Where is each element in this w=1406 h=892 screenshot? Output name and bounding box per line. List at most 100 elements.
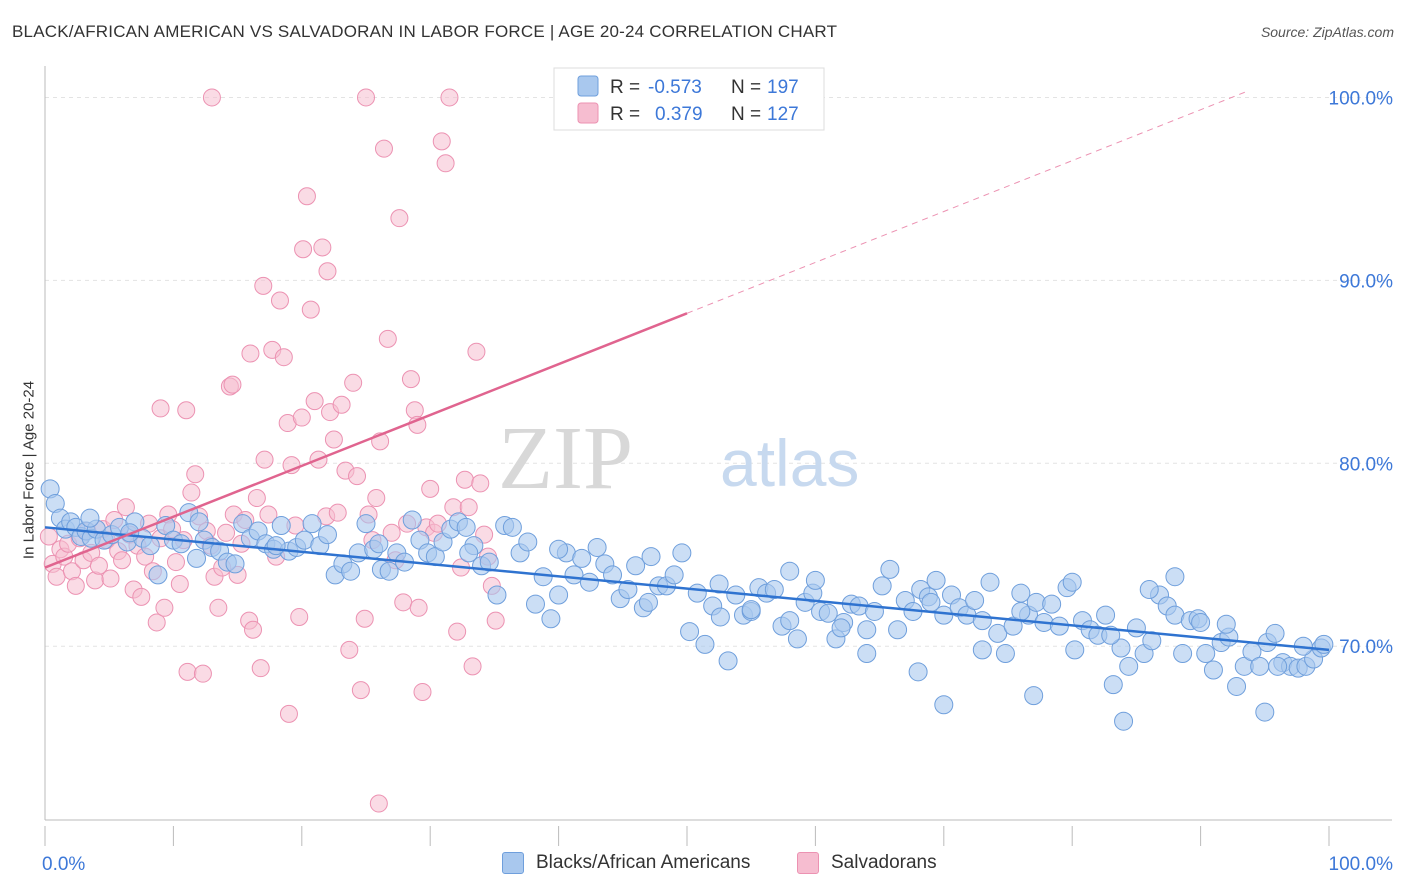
salvadorans-trend-extension	[686, 91, 1246, 314]
legend-r-label-pink: R =	[610, 104, 640, 125]
salvadoran-point	[132, 587, 151, 606]
salvadoran-point	[274, 348, 293, 367]
black-american-point	[1114, 711, 1134, 731]
black-american-point	[988, 623, 1008, 643]
black-american-point	[980, 572, 1000, 592]
black-american-point	[1227, 676, 1247, 696]
salvadoran-point	[178, 662, 197, 681]
black-american-point	[1096, 605, 1116, 625]
black-american-point	[549, 539, 569, 559]
legend-box: R = -0.573 N = 197 R = 0.379 N = 127	[553, 67, 825, 131]
black-american-point	[541, 609, 561, 629]
salvadoran-point	[374, 139, 393, 158]
black-american-point	[805, 570, 825, 590]
blacks-points	[40, 479, 1334, 731]
salvadoran-point	[436, 154, 455, 173]
salvadoran-point	[151, 399, 170, 418]
black-american-point	[1250, 656, 1270, 676]
bottom-legend-item-blacks: Blacks/African Americans	[502, 852, 750, 874]
legend-r-value-blue: -0.573	[648, 77, 702, 98]
salvadoran-point	[471, 474, 490, 493]
legend-n-value-blue: 197	[767, 77, 799, 98]
y-tick-label: 70.0%	[1339, 637, 1393, 658]
black-american-point	[525, 594, 545, 614]
salvadoran-point	[332, 395, 351, 414]
salvadoran-point	[147, 613, 166, 632]
salvadoran-point	[66, 576, 85, 595]
black-american-point	[1191, 612, 1211, 632]
black-american-point	[934, 695, 954, 715]
black-american-point	[369, 534, 389, 554]
salvadoran-point	[155, 598, 174, 617]
salvadoran-point	[305, 392, 324, 411]
black-american-point	[1003, 616, 1023, 636]
black-american-point	[317, 525, 337, 545]
black-american-point	[710, 607, 730, 627]
bottom-legend-label-blacks: Blacks/African Americans	[536, 852, 751, 873]
legend-swatch-pink	[577, 102, 599, 124]
salvadoran-point	[209, 598, 228, 617]
bottom-legend-swatch-blue	[502, 852, 524, 874]
black-american-point	[302, 514, 322, 534]
black-american-point	[1042, 594, 1062, 614]
black-american-point	[225, 554, 245, 574]
salvadoran-point	[413, 682, 432, 701]
black-american-point	[80, 508, 100, 528]
salvadoran-point	[448, 622, 467, 641]
black-american-point	[603, 565, 623, 585]
salvadoran-point	[202, 88, 221, 107]
x-tick-label: 100.0%	[1329, 854, 1394, 875]
salvadorans-points	[39, 88, 505, 813]
black-american-point	[518, 532, 538, 552]
black-american-point	[687, 583, 707, 603]
salvadoran-point	[467, 342, 486, 361]
black-american-point	[1011, 583, 1031, 603]
watermark-zip: ZIP	[498, 409, 633, 508]
salvadoran-point	[247, 489, 266, 508]
bottom-legend-swatch-pink	[797, 852, 819, 874]
salvadoran-point	[401, 370, 420, 389]
salvadoran-point	[340, 640, 359, 659]
salvadoran-point	[440, 88, 459, 107]
salvadoran-point	[351, 681, 370, 700]
black-american-point	[1268, 656, 1288, 676]
black-american-point	[587, 537, 607, 557]
black-american-point	[1173, 644, 1193, 664]
black-american-point	[479, 552, 499, 572]
salvadoran-point	[113, 551, 132, 570]
watermark: ZIP atlas	[498, 409, 859, 508]
blacks-trend-line	[44, 526, 1330, 652]
y-tick-label: 90.0%	[1339, 271, 1393, 292]
salvadoran-point	[421, 479, 440, 498]
salvadoran-point	[116, 498, 135, 517]
salvadoran-point	[101, 569, 120, 588]
salvadoran-point	[294, 240, 313, 259]
legend-n-value-pink: 127	[767, 104, 799, 125]
salvadoran-point	[463, 657, 482, 676]
bottom-legend-item-salvadorans: Salvadorans	[797, 852, 937, 874]
black-american-point	[787, 629, 807, 649]
salvadoran-point	[166, 553, 185, 572]
chart-title: BLACK/AFRICAN AMERICAN VS SALVADORAN IN …	[12, 22, 838, 41]
black-american-point	[1011, 601, 1031, 621]
black-american-point	[1062, 572, 1082, 592]
black-american-point	[626, 556, 646, 576]
bottom-legend-label-salvadorans: Salvadorans	[831, 852, 937, 873]
black-american-point	[266, 536, 286, 556]
salvadoran-point	[318, 262, 337, 281]
black-american-point	[1065, 640, 1085, 660]
y-tick-label: 80.0%	[1339, 454, 1393, 475]
salvadoran-point	[378, 329, 397, 348]
black-american-point	[618, 580, 638, 600]
salvadoran-point	[241, 344, 260, 363]
bottom-legend: Blacks/African Americans Salvadorans	[0, 852, 1406, 878]
black-american-point	[908, 662, 928, 682]
salvadoran-point	[409, 598, 428, 617]
black-american-point	[502, 517, 522, 537]
salvadoran-point	[369, 794, 388, 813]
salvadoran-point	[367, 489, 386, 508]
black-american-point	[872, 576, 892, 596]
salvadoran-point	[455, 470, 474, 489]
black-american-point	[356, 514, 376, 534]
